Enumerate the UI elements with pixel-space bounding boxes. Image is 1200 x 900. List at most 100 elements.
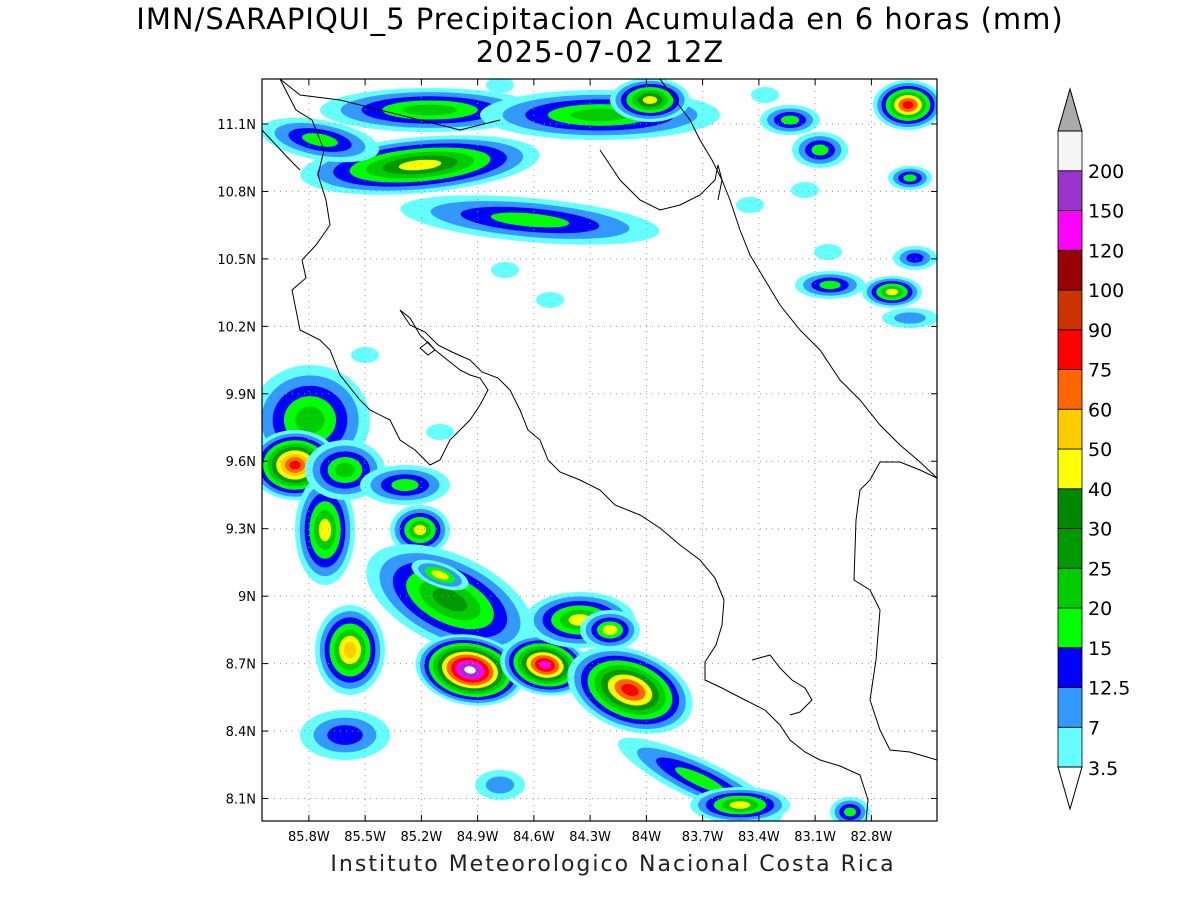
colorbar-label: 90 xyxy=(1088,320,1112,342)
colorbar-label: 20 xyxy=(1088,598,1112,620)
colorbar-swatch xyxy=(1057,687,1083,728)
colorbar-label: 30 xyxy=(1088,519,1112,541)
lat-tick-label: 9.6N xyxy=(226,455,256,470)
precip-contour xyxy=(903,174,917,182)
colorbar-label: 12.5 xyxy=(1088,678,1130,700)
precip-contour xyxy=(902,101,914,109)
precip-contour xyxy=(432,588,468,612)
colorbar-swatch xyxy=(1057,408,1083,450)
precip-contour xyxy=(431,570,449,580)
lon-tick-label: 82.8W xyxy=(850,830,892,845)
coastline-bocas xyxy=(853,461,937,761)
precip-contour xyxy=(391,478,419,492)
colorbar-over-triangle xyxy=(1057,87,1083,132)
colorbar-under-triangle xyxy=(1057,766,1083,811)
precip-contour xyxy=(536,292,564,308)
latitude-axis: 11.1N 10.8N 10.5N 10.2N 9.9N 9.6N 9.3N 9N 8.7N 8.… xyxy=(217,118,937,808)
lon-tick-label: 83.4W xyxy=(738,830,780,845)
precip-contour xyxy=(642,96,658,104)
colorbar-swatch xyxy=(1057,170,1083,211)
lat-tick-label: 11.1N xyxy=(217,118,256,133)
colorbar-swatch xyxy=(1057,369,1083,410)
precip-contour xyxy=(464,666,476,674)
colorbar-swatch xyxy=(1057,567,1083,609)
plot-frame xyxy=(261,78,938,822)
lat-tick-label: 8.4N xyxy=(226,725,256,740)
lon-tick-label: 84.3W xyxy=(569,830,611,845)
colorbar-swatch xyxy=(1057,289,1083,331)
colorbar-swatch xyxy=(1057,130,1083,172)
colorbar-swatch xyxy=(1057,647,1083,688)
coastline xyxy=(262,79,937,821)
lon-tick-label: 85.2W xyxy=(400,830,442,845)
colorbar-label: 3.5 xyxy=(1088,758,1118,780)
lat-tick-label: 9.9N xyxy=(226,388,256,403)
lat-tick-label: 9N xyxy=(238,590,256,605)
lat-tick-label: 10.2N xyxy=(217,320,256,335)
plot-area: 11.1N 10.8N 10.5N 10.2N 9.9N 9.6N 9.3N 9N 8.7N 8.… xyxy=(217,78,938,845)
precip-contour xyxy=(675,767,725,793)
coastline-north xyxy=(262,79,723,211)
precip-contour xyxy=(398,159,442,171)
lon-tick-label: 85.5W xyxy=(344,830,386,845)
colorbar-swatch xyxy=(1057,448,1083,490)
colorbar-label: 150 xyxy=(1088,201,1124,223)
precip-contour xyxy=(751,87,779,103)
colorbar-label: 75 xyxy=(1088,360,1112,382)
colorbar-label: 120 xyxy=(1088,240,1124,262)
colorbar-label: 15 xyxy=(1088,638,1112,660)
precip-contour xyxy=(486,79,514,93)
coastline-osa xyxy=(751,654,813,716)
coastline-pacific xyxy=(279,79,489,466)
lon-tick-label: 83.1W xyxy=(794,830,836,845)
lon-tick-label: 83.7W xyxy=(682,830,724,845)
precip-contour xyxy=(327,725,363,745)
precip-contour xyxy=(490,212,570,228)
lon-tick-label: 84.9W xyxy=(457,830,499,845)
precip-contour xyxy=(814,244,842,260)
lat-tick-label: 10.5N xyxy=(217,253,256,268)
colorbar-swatch xyxy=(1057,210,1083,251)
lake-island xyxy=(419,341,436,356)
precip-contour xyxy=(403,104,457,116)
lat-tick-label: 10.8N xyxy=(217,185,256,200)
lon-tick-label: 85.8W xyxy=(288,830,330,845)
precip-contour xyxy=(602,625,618,635)
precip-contour xyxy=(335,462,355,478)
colorbar-label: 60 xyxy=(1088,399,1112,421)
precip-contour xyxy=(289,460,301,470)
colorbar-swatch xyxy=(1057,607,1083,649)
colorbar: 3.5 7 12.5 15 20 25 30 40 50 60 75 90 100 120 150 200 xyxy=(1057,87,1130,811)
coastline-caribbean xyxy=(659,79,937,479)
precip-contour xyxy=(413,524,427,536)
precip-contour xyxy=(485,776,515,794)
precip-contour xyxy=(843,807,857,817)
precip-contour xyxy=(318,518,332,542)
precip-contour xyxy=(780,115,800,125)
colorbar-label: 50 xyxy=(1088,439,1112,461)
colorbar-swatch xyxy=(1057,329,1083,370)
precip-contour xyxy=(343,641,357,659)
colorbar-swatch xyxy=(1057,726,1083,768)
lon-tick-label: 84.6W xyxy=(513,830,555,845)
precip-contour xyxy=(539,661,551,669)
footer-credit: Instituto Meteorologico Nacional Costa R… xyxy=(330,852,896,877)
lat-tick-label: 8.7N xyxy=(226,658,256,673)
precip-contour xyxy=(295,406,325,434)
precip-contour xyxy=(811,144,829,156)
precip-contour xyxy=(570,108,630,122)
lon-tick-label: 84W xyxy=(632,830,662,845)
precip-contour xyxy=(791,182,819,198)
map-title: IMN/SARAPIQUI_5 Precipitacion Acumulada … xyxy=(136,2,1064,36)
precip-contour xyxy=(426,424,454,440)
lat-tick-label: 8.1N xyxy=(226,793,256,808)
colorbar-swatch xyxy=(1057,249,1083,291)
colorbar-swatch xyxy=(1057,528,1083,569)
precip-contour xyxy=(885,288,899,296)
precip-contour xyxy=(491,262,519,278)
precip-contour xyxy=(621,683,639,697)
precipitation-field xyxy=(262,79,937,821)
colorbar-label: 7 xyxy=(1088,717,1100,739)
colorbar-label: 25 xyxy=(1088,558,1112,580)
